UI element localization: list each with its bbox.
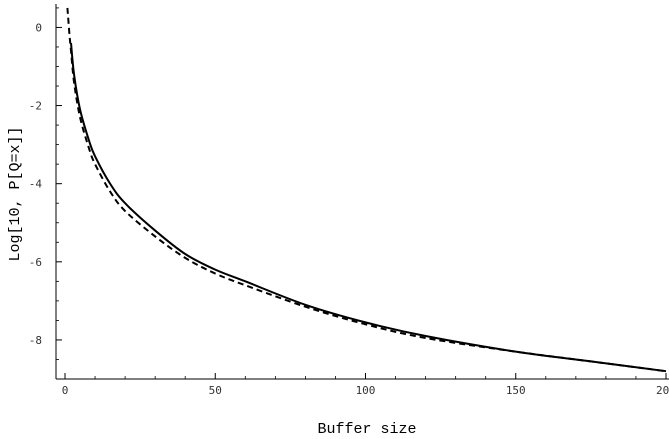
- y-tick-label: -8: [29, 334, 42, 347]
- series-layer: [66, 7, 667, 373]
- series-solid-line: [70, 42, 667, 373]
- y-axis-title: Log[10, P[Q=x]]: [7, 126, 24, 261]
- y-axis-ticks: 0 -2 -4 -6 -8: [29, 7, 62, 360]
- x-tick-label: 100: [356, 384, 376, 397]
- y-tick-label: -2: [29, 100, 42, 113]
- x-tick-label: 0: [62, 384, 69, 397]
- series-dashed-line: [66, 7, 667, 373]
- x-axis-ticks: 0 50 100 150 200: [62, 373, 669, 397]
- x-tick-label: 50: [209, 384, 222, 397]
- y-tick-label: 0: [35, 21, 42, 34]
- x-tick-label: 150: [506, 384, 526, 397]
- y-tick-label: -6: [29, 256, 42, 269]
- x-tick-label: 200: [656, 384, 669, 397]
- y-tick-label: -4: [29, 178, 43, 191]
- x-axis-title: Buffer size: [317, 421, 416, 438]
